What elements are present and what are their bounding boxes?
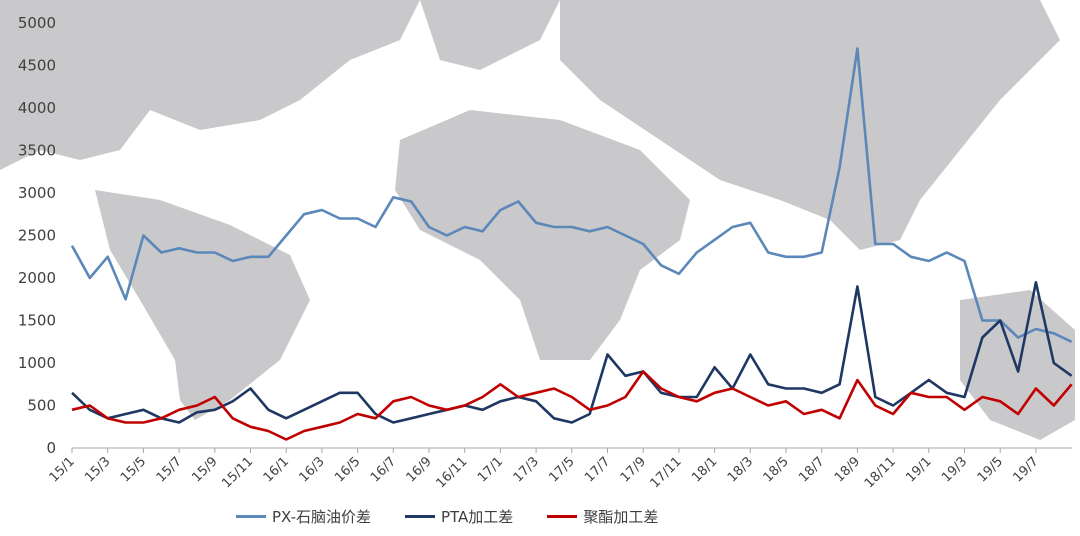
x-tick-label: 17/9 bbox=[618, 454, 649, 485]
x-tick-label: 15/9 bbox=[189, 454, 220, 485]
x-tick-label: 17/7 bbox=[582, 454, 613, 485]
x-tick-label: 18/1 bbox=[689, 454, 720, 485]
x-tick-label: 16/3 bbox=[296, 454, 327, 485]
x-tick-label: 17/11 bbox=[648, 454, 685, 491]
y-tick-label: 4000 bbox=[18, 99, 56, 117]
x-tick-label: 15/1 bbox=[47, 454, 78, 485]
x-tick-label: 16/7 bbox=[368, 454, 399, 485]
y-tick-label: 3000 bbox=[18, 184, 56, 202]
x-axis: 15/1 15/3 15/5 15/7 15/915/11 16/1 16/3 16/5 16/… bbox=[47, 447, 1072, 491]
legend-item-px: PX-石脑油价差 bbox=[236, 506, 371, 527]
legend-label-px: PX-石脑油价差 bbox=[272, 508, 371, 526]
x-tick-label: 18/3 bbox=[725, 454, 756, 485]
x-tick-label: 19/1 bbox=[903, 454, 934, 485]
legend-label-polyester: 聚酯加工差 bbox=[583, 508, 659, 526]
y-tick-label: 500 bbox=[27, 397, 56, 415]
x-tick-label: 15/5 bbox=[118, 454, 149, 485]
legend-swatch-pta bbox=[405, 515, 435, 518]
y-tick-label: 1000 bbox=[18, 354, 56, 372]
x-tick-label: 18/7 bbox=[796, 454, 827, 485]
legend-item-pta: PTA加工差 bbox=[405, 506, 513, 527]
x-tick-label: 19/3 bbox=[939, 454, 970, 485]
y-axis: 0 500 1000 1500 2000 2500 3000 3500 4000 4500 5000 bbox=[18, 14, 56, 457]
x-tick-label: 17/3 bbox=[511, 454, 542, 485]
x-tick-label: 18/11 bbox=[862, 454, 899, 491]
x-tick-label: 17/5 bbox=[546, 454, 577, 485]
legend-label-pta: PTA加工差 bbox=[441, 508, 514, 526]
y-tick-label: 2000 bbox=[18, 269, 56, 287]
x-tick-label: 17/1 bbox=[475, 454, 506, 485]
series-layer bbox=[70, 47, 1073, 441]
x-tick-label: 19/7 bbox=[1010, 454, 1041, 485]
legend-swatch-px bbox=[236, 515, 266, 518]
x-tick-label: 16/9 bbox=[404, 454, 435, 485]
legend-item-polyester: 聚酯加工差 bbox=[547, 506, 658, 527]
legend-swatch-polyester bbox=[547, 515, 578, 518]
x-tick-label: 15/7 bbox=[154, 454, 185, 485]
legend: PX-石脑油价差 PTA加工差 聚酯加工差 bbox=[236, 506, 658, 527]
x-tick-label: 18/9 bbox=[832, 454, 863, 485]
series-line-pta-margin bbox=[71, 280, 1073, 424]
y-tick-label: 5000 bbox=[18, 14, 56, 32]
series-line-polyester-margin bbox=[71, 370, 1073, 441]
series-line-px-naphtha-spread bbox=[70, 47, 1073, 343]
x-tick-label: 16/11 bbox=[433, 454, 470, 491]
y-tick-label: 3500 bbox=[18, 142, 56, 160]
x-tick-label: 19/5 bbox=[975, 454, 1006, 485]
y-tick-label: 2500 bbox=[18, 227, 56, 245]
world-map-background bbox=[0, 0, 1075, 440]
y-tick-label: 4500 bbox=[18, 57, 56, 75]
x-tick-label: 16/1 bbox=[261, 454, 292, 485]
y-tick-label: 0 bbox=[46, 439, 56, 457]
x-tick-label: 15/11 bbox=[219, 454, 256, 491]
x-tick-label: 18/5 bbox=[761, 454, 792, 485]
x-tick-label: 15/3 bbox=[82, 454, 113, 485]
x-tick-label: 16/5 bbox=[332, 454, 363, 485]
y-tick-label: 1500 bbox=[18, 312, 56, 330]
